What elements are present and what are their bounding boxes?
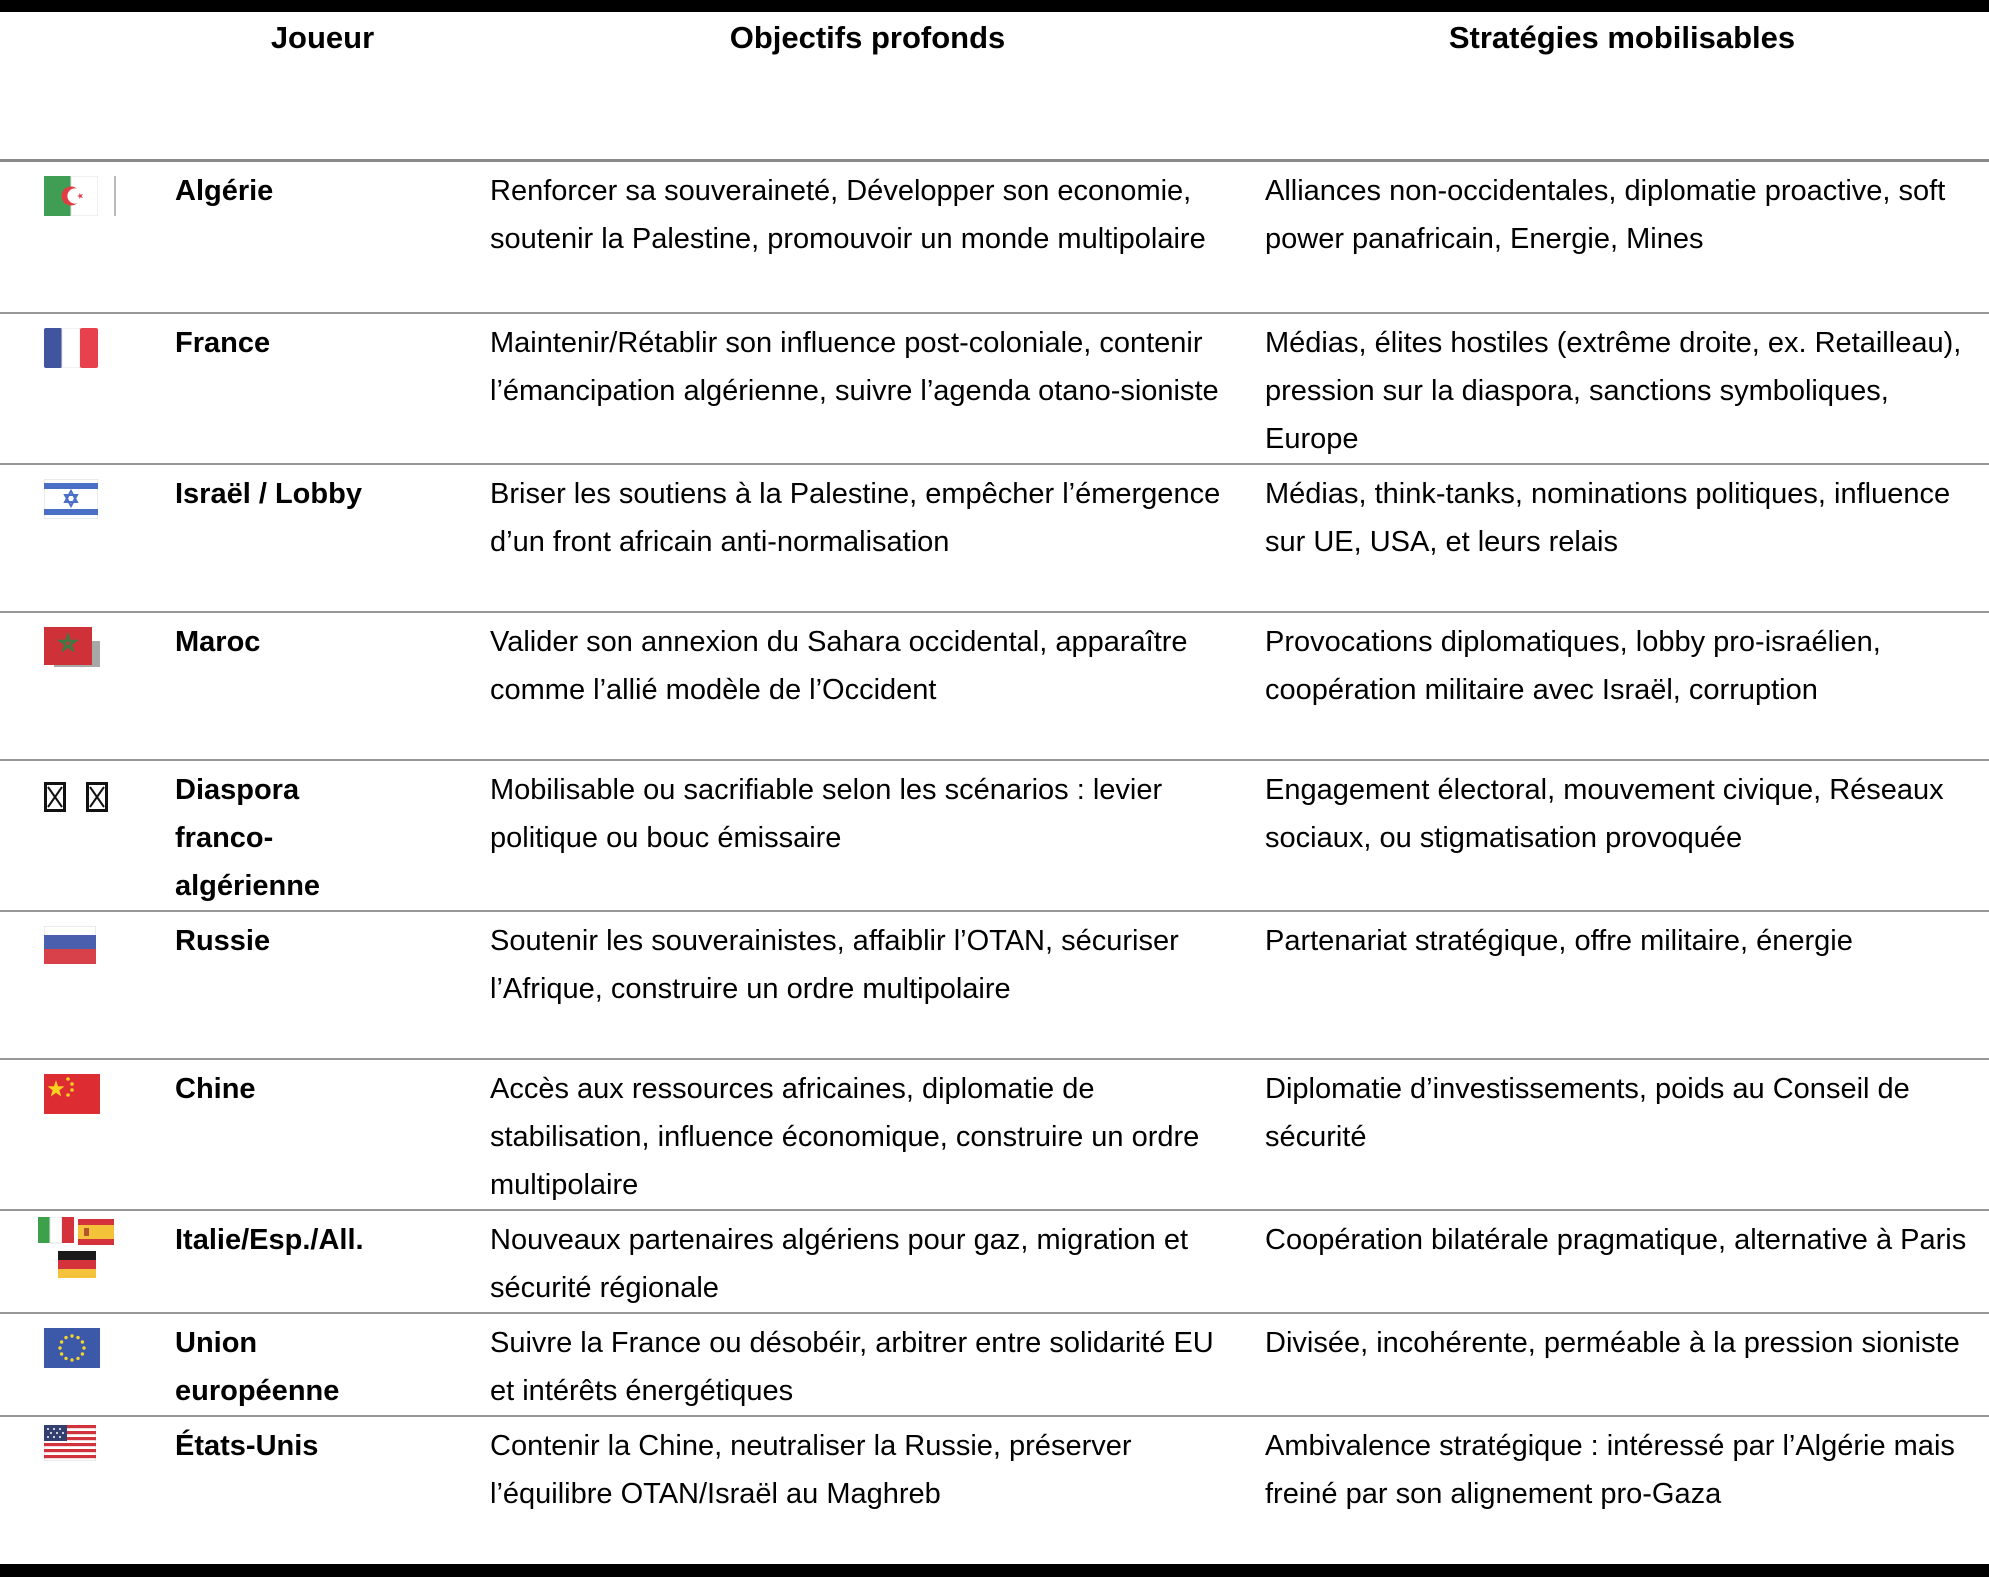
objectives-cell: Soutenir les souverainistes, affaiblir l… (490, 924, 1179, 1005)
table-row: Russie Soutenir les souverainistes, affa… (0, 911, 1989, 1059)
strategies-cell: Médias, élites hostiles (extrême droite,… (1265, 326, 1962, 455)
player-name: Russie (175, 924, 271, 957)
flag-cell (0, 1210, 165, 1313)
objectives-cell: Valider son annexion du Sahara occidenta… (490, 625, 1188, 706)
header-objectives: Objectifs profonds (480, 12, 1255, 162)
france-flag-icon (44, 327, 98, 383)
header-strategies: Stratégies mobilisables (1255, 12, 1989, 162)
russia-flag-icon (43, 925, 97, 979)
flag-cell (0, 1059, 165, 1210)
flag-divider-line (114, 176, 116, 216)
table-row: Israël / Lobby Briser les soutiens à la … (0, 464, 1989, 612)
flag-cell (0, 464, 165, 612)
player-name: États-Unis (175, 1429, 319, 1462)
strategies-cell: Ambivalence stratégique : intéressé par … (1265, 1429, 1955, 1510)
morocco-flag-icon (44, 626, 102, 686)
flag-cell (0, 1416, 165, 1564)
player-name: Italie/Esp./All. (175, 1223, 364, 1256)
objectives-cell: Maintenir/Rétablir son influence post-co… (490, 326, 1219, 407)
strategies-cell: Diplomatie d’investissements, poids au C… (1265, 1072, 1910, 1153)
player-name: Chine (175, 1072, 256, 1105)
objectives-cell: Contenir la Chine, neutraliser la Russie… (490, 1429, 1132, 1510)
israel-flag-icon (43, 478, 99, 534)
objectives-cell: Mobilisable ou sacrifiable selon les scé… (490, 773, 1163, 854)
flag-cell (0, 161, 165, 313)
table-row: Algérie Renforcer sa souveraineté, Dével… (0, 161, 1989, 313)
player-name: Maroc (175, 625, 261, 658)
player-name: Israël / Lobby (175, 477, 362, 510)
strategies-cell: Médias, think-tanks, nominations politiq… (1265, 477, 1951, 558)
china-flag-icon (44, 1073, 100, 1129)
objectives-cell: Nouveaux partenaires algériens pour gaz,… (490, 1223, 1189, 1304)
flag-cell (0, 313, 165, 464)
players-table: Joueur Objectifs profonds Stratégies mob… (0, 12, 1989, 1564)
italy-spain-germany-flags-icon (38, 1216, 118, 1286)
strategies-cell: Partenariat stratégique, offre militaire… (1265, 924, 1853, 957)
player-name: France (175, 326, 271, 359)
player-name: Algérie (175, 175, 274, 207)
strategies-cell: Alliances non-occidentales, diplomatie p… (1265, 175, 1946, 255)
usa-flag-icon (43, 1424, 97, 1476)
table-row: Diaspora franco-algérienne Mobilisable o… (0, 760, 1989, 911)
table-row: Union européenne Suivre la France ou dés… (0, 1313, 1989, 1416)
flag-cell (0, 1313, 165, 1416)
header-player: Joueur (165, 12, 480, 162)
table-row: Italie/Esp./All. Nouveaux partenaires al… (0, 1210, 1989, 1313)
objectives-cell: Suivre la France ou désobéir, arbitrer e… (490, 1326, 1214, 1407)
flag-cell (0, 911, 165, 1059)
strategies-cell: Divisée, incohérente, perméable à la pre… (1265, 1326, 1960, 1359)
header-flag-spacer (0, 12, 165, 162)
table-row: France Maintenir/Rétablir son influence … (0, 313, 1989, 464)
strategies-cell: Provocations diplomatiques, lobby pro-is… (1265, 625, 1881, 706)
flag-cell (0, 760, 165, 911)
eu-flag-icon (44, 1327, 100, 1383)
missing-flag-placeholder-icon (44, 781, 120, 819)
objectives-cell: Briser les soutiens à la Palestine, empê… (490, 477, 1221, 558)
table-row: Chine Accès aux ressources africaines, d… (0, 1059, 1989, 1210)
strategies-cell: Engagement électoral, mouvement civique,… (1265, 773, 1944, 854)
table-row: Maroc Valider son annexion du Sahara occ… (0, 612, 1989, 760)
strategies-cell: Coopération bilatérale pragmatique, alte… (1265, 1223, 1967, 1256)
header-row: Joueur Objectifs profonds Stratégies mob… (0, 12, 1989, 162)
player-name: Diaspora franco-algérienne (175, 773, 321, 902)
objectives-cell: Accès aux ressources africaines, diploma… (490, 1072, 1200, 1201)
flag-cell (0, 612, 165, 760)
objectives-cell: Renforcer sa souveraineté, Développer so… (490, 175, 1206, 255)
algeria-flag-icon (44, 175, 99, 231)
player-name: Union européenne (175, 1326, 340, 1407)
table-row: États-Unis Contenir la Chine, neutralise… (0, 1416, 1989, 1564)
